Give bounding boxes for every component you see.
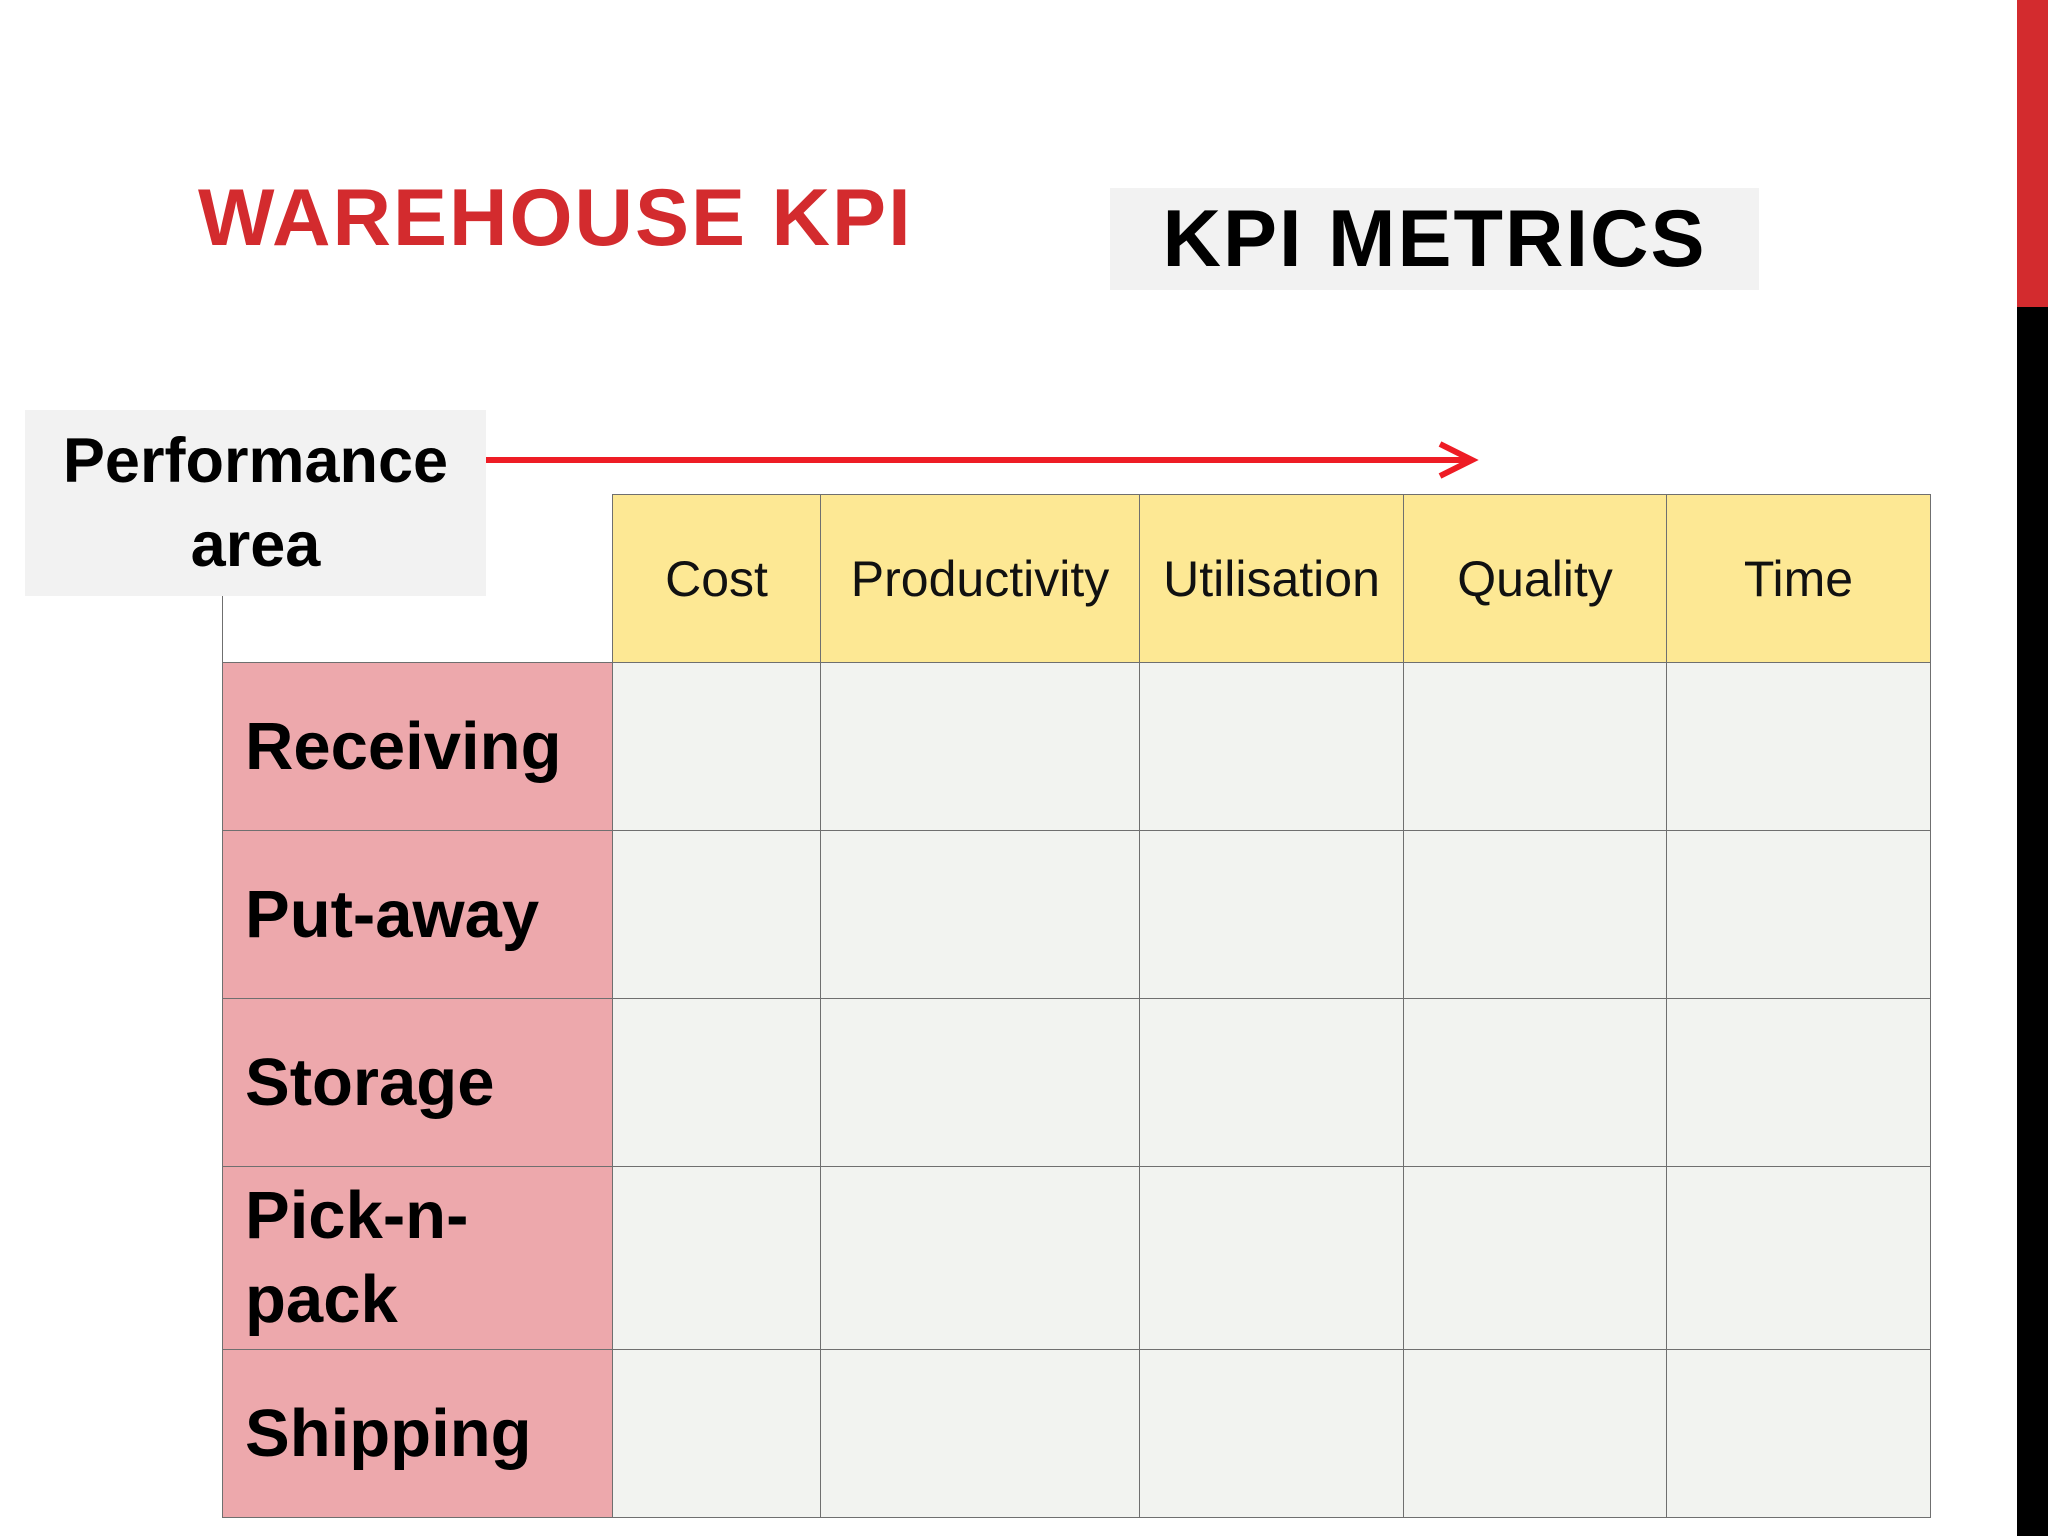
table-cell bbox=[612, 1166, 821, 1350]
column-header-utilisation: Utilisation bbox=[1139, 494, 1404, 663]
table-cell bbox=[1666, 1166, 1931, 1350]
table-cell bbox=[1666, 998, 1931, 1167]
row-header-receiving: Receiving bbox=[222, 662, 613, 831]
table-row: Pick-n-pack bbox=[222, 1166, 1931, 1350]
kpi-metrics-label: KPI METRICS bbox=[1162, 193, 1707, 284]
right-arrow-icon bbox=[484, 441, 1479, 479]
table-cell bbox=[1403, 1166, 1667, 1350]
table-cell bbox=[1403, 1349, 1667, 1518]
table-cell bbox=[820, 998, 1140, 1167]
table-cell bbox=[1403, 998, 1667, 1167]
row-header-pick-n-pack: Pick-n-pack bbox=[222, 1166, 613, 1350]
table-cell bbox=[1139, 662, 1404, 831]
kpi-metrics-label-box: KPI METRICS bbox=[1110, 188, 1759, 290]
table-cell bbox=[820, 830, 1140, 999]
table-cell bbox=[1139, 1349, 1404, 1518]
table-cell bbox=[1666, 830, 1931, 999]
edge-accent-black bbox=[2017, 307, 2048, 1536]
row-header-put-away: Put-away bbox=[222, 830, 613, 999]
table-cell bbox=[1666, 1349, 1931, 1518]
column-header-quality: Quality bbox=[1403, 494, 1667, 663]
slide-title: WAREHOUSE KPI bbox=[198, 173, 913, 263]
performance-area-box: Performance area bbox=[25, 410, 486, 596]
table-cell bbox=[612, 1349, 821, 1518]
table-row: Put-away bbox=[222, 830, 1931, 999]
kpi-matrix-table: Cost Productivity Utilisation Quality Ti… bbox=[222, 494, 1931, 1518]
table-cell bbox=[1403, 662, 1667, 831]
table-row: Receiving bbox=[222, 662, 1931, 831]
table-cell bbox=[1666, 662, 1931, 831]
column-header-productivity: Productivity bbox=[820, 494, 1140, 663]
row-header-pick-n-pack-label: Pick-n-pack bbox=[245, 1178, 469, 1337]
column-header-cost: Cost bbox=[612, 494, 821, 663]
row-header-shipping: Shipping bbox=[222, 1349, 613, 1518]
column-header-time: Time bbox=[1666, 494, 1931, 663]
table-row: Shipping bbox=[222, 1349, 1931, 1518]
table-cell bbox=[1403, 830, 1667, 999]
table-cell bbox=[612, 662, 821, 831]
table-cell bbox=[1139, 830, 1404, 999]
performance-area-label: Performance area bbox=[62, 426, 449, 580]
edge-accent-red bbox=[2017, 0, 2048, 307]
table-cell bbox=[612, 998, 821, 1167]
table-cell bbox=[1139, 1166, 1404, 1350]
table-cell bbox=[820, 1349, 1140, 1518]
table-cell bbox=[612, 830, 821, 999]
row-header-storage: Storage bbox=[222, 998, 613, 1167]
table-cell bbox=[820, 1166, 1140, 1350]
table-cell bbox=[820, 662, 1140, 831]
table-row: Storage bbox=[222, 998, 1931, 1167]
table-cell bbox=[1139, 998, 1404, 1167]
